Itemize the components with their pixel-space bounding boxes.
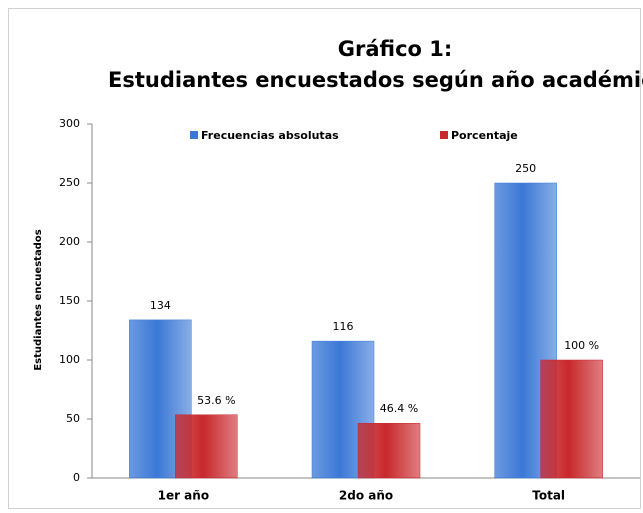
y-tick-label: 300 [59,117,80,130]
y-tick-label: 100 [59,353,80,366]
data-label: 46.4 % [380,402,418,415]
data-label: 134 [150,299,171,312]
y-tick-label: 250 [59,176,80,189]
x-tick-label: 1er año [158,489,209,503]
legend-swatch [440,131,448,139]
legend-swatch [190,131,198,139]
y-tick-label: 0 [73,471,80,484]
legend-label: Frecuencias absolutas [201,129,339,142]
data-label: 100 % [564,339,599,352]
legend-label: Porcentaje [451,129,518,142]
y-tick-label: 150 [59,294,80,307]
chart-title: Gráfico 1: [338,37,453,61]
bar [540,359,603,479]
y-axis-label: Estudiantes encuestados [33,229,44,370]
y-tick-label: 50 [66,412,80,425]
x-tick-label: 2do año [339,489,393,503]
data-label: 116 [333,320,354,333]
data-label: 53.6 % [197,394,235,407]
chart-title: Estudiantes encuestados según año académ… [108,68,643,92]
bar [175,414,238,479]
x-tick-label: Total [532,489,565,503]
y-tick-label: 200 [59,235,80,248]
bar [357,422,421,479]
data-label: 250 [515,162,536,175]
